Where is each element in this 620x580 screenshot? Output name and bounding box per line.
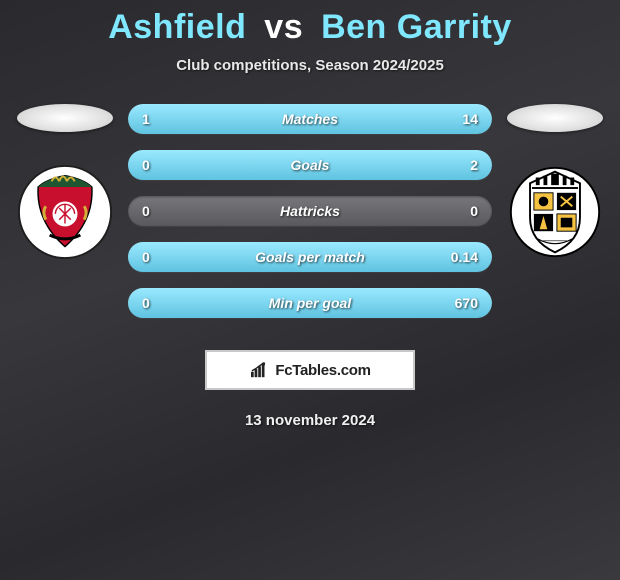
stat-row: 0Goals per match0.14 — [128, 242, 492, 272]
stat-right-value: 14 — [462, 104, 478, 134]
portvale-crest-icon — [507, 164, 603, 260]
stat-right-value: 670 — [455, 288, 478, 318]
stat-right-value: 0.14 — [451, 242, 478, 272]
subtitle: Club competitions, Season 2024/2025 — [0, 57, 620, 74]
stat-row: 0Min per goal670 — [128, 288, 492, 318]
stat-right-value: 2 — [470, 150, 478, 180]
content-row: 1Matches140Goals20Hattricks00Goals per m… — [0, 104, 620, 334]
player1-club-crest — [17, 164, 113, 260]
player1-name: Ashfield — [108, 8, 246, 46]
brand-box: FcTables.com — [205, 350, 415, 390]
player1-photo-placeholder — [17, 104, 113, 132]
player2-photo-placeholder — [507, 104, 603, 132]
stat-label: Goals — [128, 150, 492, 180]
vs-text: vs — [264, 8, 303, 46]
player2-club-crest — [507, 164, 603, 260]
brand-text: FcTables.com — [275, 362, 370, 379]
comparison-card: Ashfield vs Ben Garrity Club competition… — [0, 0, 620, 580]
wrexham-crest-icon — [17, 164, 113, 260]
stat-label: Hattricks — [128, 196, 492, 226]
player2-name: Ben Garrity — [321, 8, 512, 46]
stat-row: 1Matches14 — [128, 104, 492, 134]
stat-row: 0Goals2 — [128, 150, 492, 180]
date-text: 13 november 2024 — [0, 412, 620, 429]
stat-label: Matches — [128, 104, 492, 134]
title: Ashfield vs Ben Garrity — [0, 0, 620, 47]
fctables-logo-icon — [249, 361, 271, 379]
stat-row: 0Hattricks0 — [128, 196, 492, 226]
stat-label: Min per goal — [128, 288, 492, 318]
left-side — [10, 104, 120, 260]
stat-label: Goals per match — [128, 242, 492, 272]
right-side — [500, 104, 610, 260]
stats-column: 1Matches140Goals20Hattricks00Goals per m… — [120, 104, 500, 334]
stat-right-value: 0 — [470, 196, 478, 226]
